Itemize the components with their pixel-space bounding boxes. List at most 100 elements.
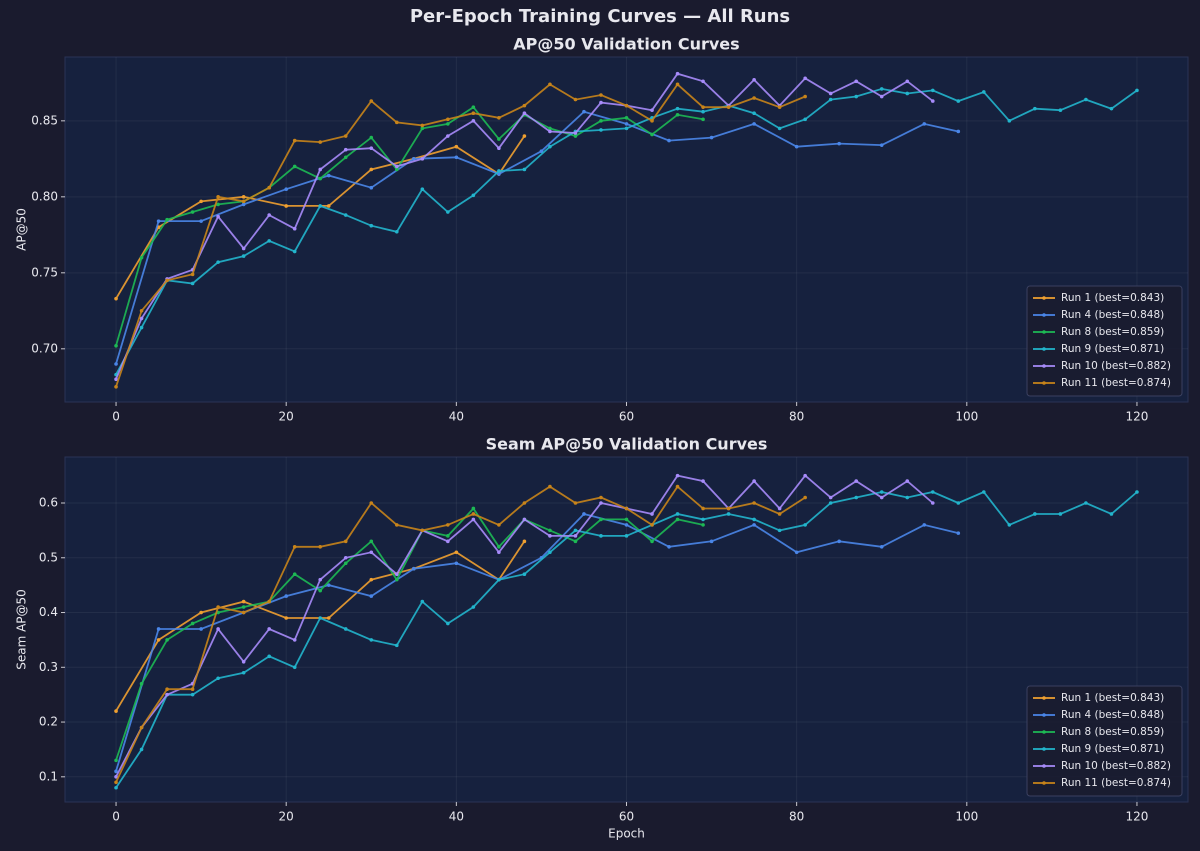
point bbox=[675, 71, 680, 76]
point bbox=[752, 523, 756, 527]
point bbox=[624, 517, 629, 522]
point bbox=[777, 506, 782, 511]
x-tick-label: 40 bbox=[449, 410, 464, 424]
point bbox=[139, 325, 144, 330]
legend-label: Run 9 (best=0.871) bbox=[1061, 743, 1164, 755]
point bbox=[1058, 512, 1063, 516]
legend-marker bbox=[1042, 381, 1046, 385]
legend-label: Run 10 (best=0.882) bbox=[1061, 760, 1171, 772]
point bbox=[548, 144, 552, 149]
point bbox=[599, 93, 603, 97]
point bbox=[777, 126, 782, 131]
point bbox=[982, 490, 986, 494]
legend-marker bbox=[1042, 296, 1046, 300]
point bbox=[1109, 106, 1114, 111]
point bbox=[139, 747, 144, 752]
point bbox=[369, 539, 374, 544]
point bbox=[930, 99, 935, 103]
x-tick-label: 80 bbox=[789, 810, 804, 824]
point bbox=[803, 76, 807, 81]
point bbox=[573, 97, 578, 102]
point bbox=[777, 105, 782, 109]
point bbox=[190, 210, 195, 214]
legend-marker bbox=[1042, 330, 1046, 334]
point bbox=[114, 385, 118, 389]
point bbox=[267, 185, 271, 190]
point bbox=[522, 539, 527, 544]
point bbox=[752, 96, 756, 100]
point bbox=[284, 204, 288, 208]
point bbox=[1109, 512, 1114, 516]
point bbox=[114, 296, 118, 301]
point bbox=[905, 495, 910, 500]
point bbox=[471, 105, 476, 109]
point bbox=[454, 144, 459, 149]
point bbox=[803, 523, 807, 527]
point bbox=[1033, 106, 1037, 111]
point bbox=[471, 512, 476, 516]
point bbox=[854, 495, 859, 500]
point bbox=[369, 99, 374, 103]
point bbox=[522, 134, 527, 138]
point bbox=[284, 594, 288, 598]
y-tick-label: 0.3 bbox=[39, 660, 58, 674]
point bbox=[956, 99, 961, 103]
point bbox=[522, 103, 527, 108]
legend-label: Run 11 (best=0.874) bbox=[1061, 777, 1171, 789]
legend-marker bbox=[1042, 764, 1046, 768]
point bbox=[156, 627, 161, 631]
point bbox=[454, 155, 459, 160]
x-tick-label: 0 bbox=[112, 810, 120, 824]
point bbox=[471, 193, 476, 198]
point bbox=[675, 112, 680, 117]
point bbox=[420, 157, 425, 161]
point bbox=[420, 126, 425, 131]
x-tick-label: 40 bbox=[449, 810, 464, 824]
y-tick-label: 0.6 bbox=[39, 496, 58, 510]
point bbox=[343, 147, 348, 152]
point bbox=[548, 528, 552, 533]
point bbox=[139, 681, 144, 686]
point bbox=[922, 122, 927, 126]
point bbox=[667, 545, 671, 549]
point bbox=[326, 616, 331, 620]
point bbox=[624, 126, 629, 131]
point bbox=[216, 214, 220, 219]
x-axis-label: Epoch bbox=[608, 827, 645, 841]
point bbox=[446, 134, 450, 138]
point bbox=[701, 517, 705, 522]
point bbox=[139, 725, 144, 730]
point bbox=[114, 785, 118, 790]
point bbox=[837, 539, 841, 544]
point bbox=[522, 111, 527, 116]
point bbox=[582, 512, 586, 516]
point bbox=[854, 479, 859, 483]
legend bbox=[1026, 685, 1183, 797]
point bbox=[394, 643, 399, 648]
point bbox=[879, 490, 884, 494]
point bbox=[454, 561, 459, 566]
point bbox=[599, 517, 603, 522]
x-tick-label: 0 bbox=[112, 410, 120, 424]
point bbox=[267, 599, 271, 604]
y-tick-label: 0.2 bbox=[39, 715, 58, 729]
point bbox=[794, 550, 799, 555]
point bbox=[701, 506, 705, 511]
point bbox=[369, 146, 374, 150]
point bbox=[241, 670, 246, 675]
point bbox=[284, 187, 288, 192]
point bbox=[318, 545, 323, 549]
legend-label: Run 10 (best=0.882) bbox=[1061, 360, 1171, 372]
point bbox=[1033, 512, 1037, 516]
point bbox=[420, 528, 425, 533]
y-tick-label: 0.80 bbox=[31, 189, 58, 203]
point bbox=[394, 572, 399, 576]
point bbox=[471, 119, 476, 123]
point bbox=[114, 775, 118, 779]
point bbox=[471, 111, 476, 116]
point bbox=[777, 512, 782, 516]
y-axis-label: AP@50 bbox=[15, 208, 29, 251]
point bbox=[573, 501, 578, 505]
point bbox=[982, 90, 986, 94]
point bbox=[497, 577, 501, 582]
